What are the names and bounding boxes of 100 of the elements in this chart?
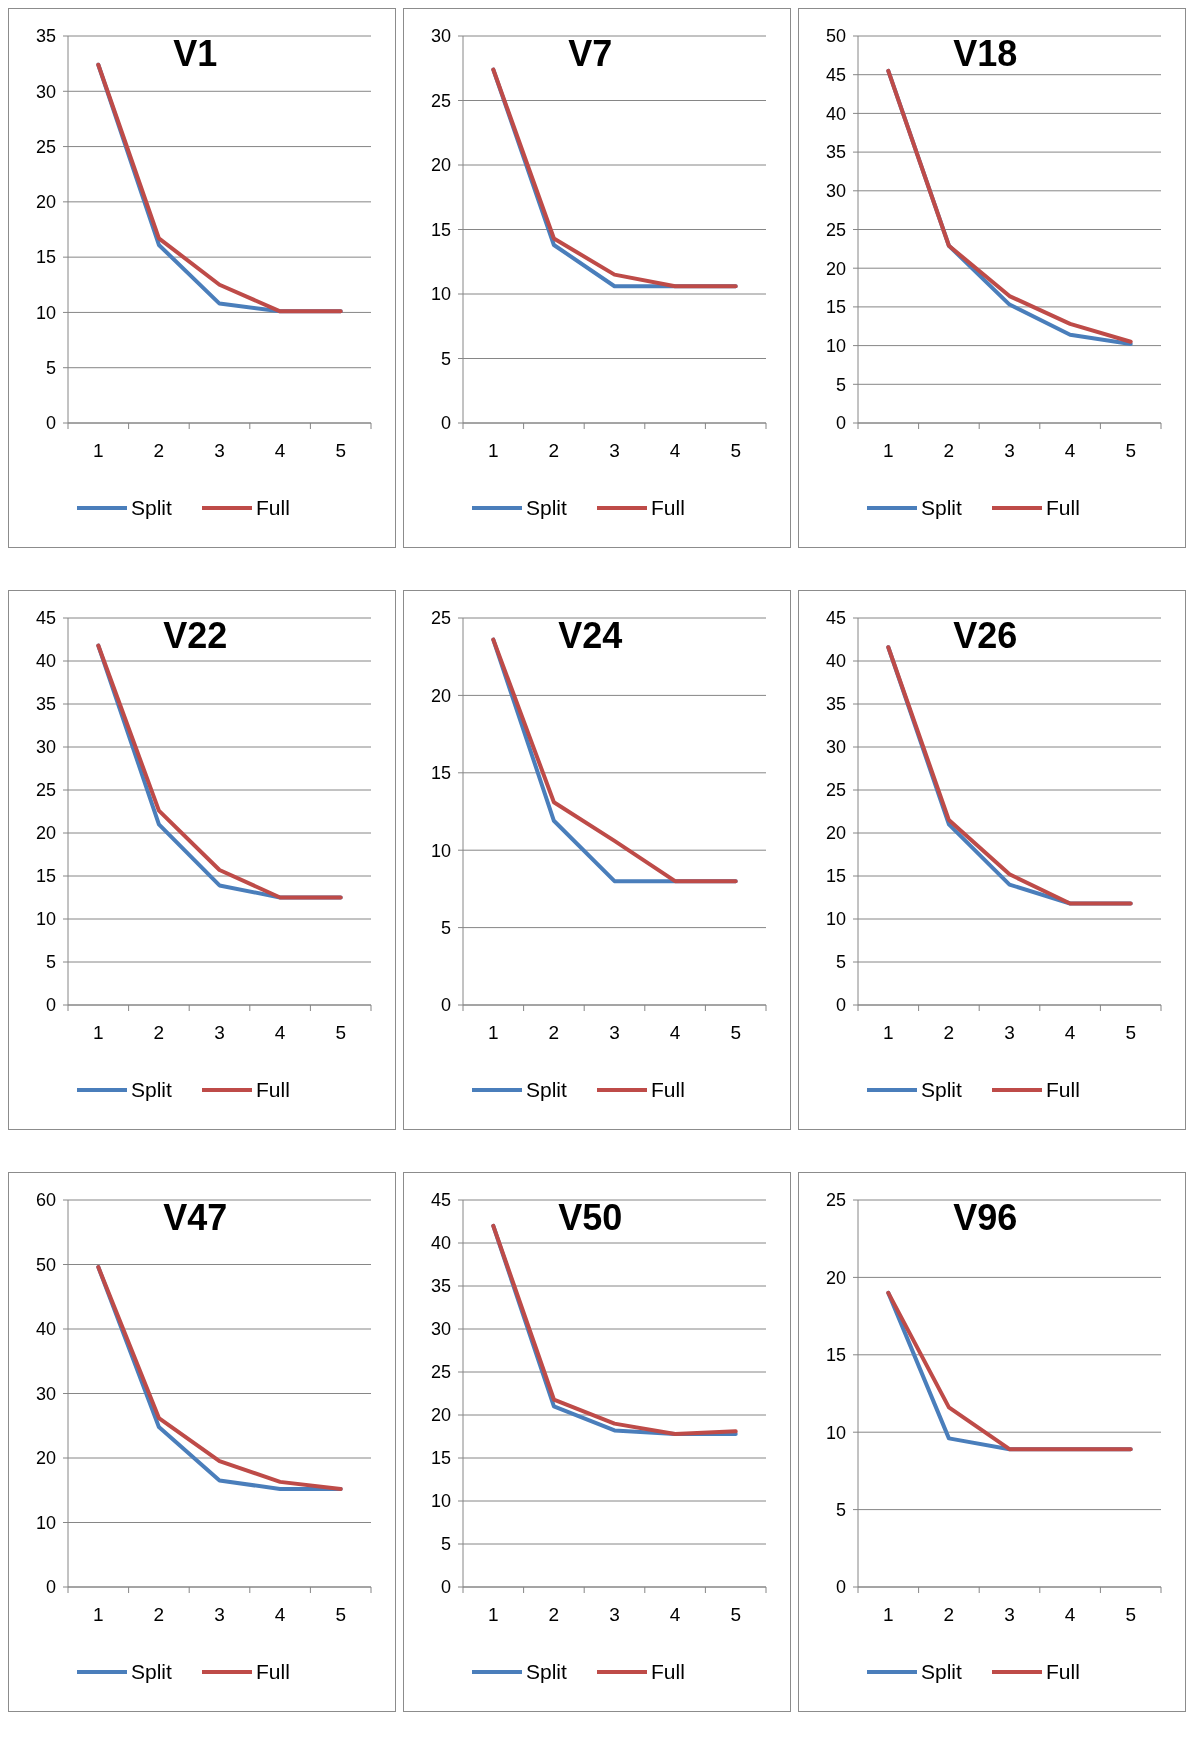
x-tick-label: 3 [609,1022,620,1043]
x-tick-label: 4 [1064,1604,1076,1625]
y-tick-label: 0 [440,995,451,1016]
x-tick-label: 2 [548,1604,560,1625]
chart-title: V24 [558,615,623,656]
legend-label: Split [921,1078,963,1102]
x-tick-label: 2 [548,440,560,461]
chart-title: V1 [173,33,218,74]
x-tick-label: 3 [214,1022,225,1043]
legend-label: Full [1046,1078,1080,1102]
legend-label: Split [921,496,963,520]
x-tick-label: 5 [1125,1604,1136,1625]
x-tick-label: 2 [943,1604,955,1625]
x-tick-label: 3 [1004,1022,1015,1043]
x-tick-label: 3 [214,440,225,461]
legend-label: Split [526,1660,568,1684]
x-tick-label: 5 [335,1604,346,1625]
x-tick-label: 5 [335,440,346,461]
y-tick-label: 10 [825,1422,846,1443]
y-tick-label: 10 [35,909,56,930]
y-tick-label: 25 [35,780,56,801]
y-tick-label: 20 [825,823,846,844]
x-tick-label: 2 [943,440,955,461]
chart-title: V96 [953,1197,1018,1238]
y-tick-label: 0 [45,413,56,434]
y-tick-label: 40 [825,103,846,124]
x-tick-label: 4 [669,1604,681,1625]
chart-title: V18 [953,33,1018,74]
y-tick-label: 20 [825,1267,846,1288]
x-tick-label: 4 [1064,1022,1076,1043]
x-tick-label: 1 [93,440,104,461]
y-tick-label: 40 [35,651,56,672]
y-tick-label: 50 [825,26,846,47]
x-tick-label: 4 [274,1604,286,1625]
x-tick-label: 3 [1004,440,1015,461]
y-tick-label: 20 [430,155,451,176]
y-tick-label: 20 [430,685,451,706]
y-tick-label: 45 [430,1190,451,1211]
y-tick-label: 10 [430,840,451,861]
y-tick-label: 0 [835,1577,846,1598]
y-tick-label: 5 [835,374,846,395]
legend-label: Full [256,1078,290,1102]
x-tick-label: 4 [274,440,286,461]
y-tick-label: 5 [835,1499,846,1520]
x-tick-label: 1 [488,1604,499,1625]
y-tick-label: 20 [35,1448,56,1469]
y-tick-label: 35 [430,1276,451,1297]
y-tick-label: 15 [825,1345,846,1366]
y-tick-label: 0 [440,1577,451,1598]
x-tick-label: 5 [730,440,741,461]
y-tick-label: 5 [440,1534,451,1555]
y-tick-label: 45 [825,608,846,629]
y-tick-label: 40 [430,1233,451,1254]
y-tick-label: 15 [430,1448,451,1469]
x-tick-label: 4 [669,1022,681,1043]
chart-title: V26 [953,615,1018,656]
x-tick-label: 1 [488,440,499,461]
x-tick-label: 1 [883,440,894,461]
y-tick-label: 10 [825,909,846,930]
y-tick-label: 5 [45,358,56,379]
x-tick-label: 1 [93,1022,104,1043]
x-tick-label: 2 [153,1604,165,1625]
y-tick-label: 30 [35,81,56,102]
y-tick-label: 15 [430,219,451,240]
y-tick-label: 10 [35,302,56,323]
y-tick-label: 35 [35,694,56,715]
y-tick-label: 15 [35,247,56,268]
legend-label: Full [651,1660,685,1684]
x-tick-label: 1 [883,1604,894,1625]
x-tick-label: 1 [488,1022,499,1043]
x-tick-label: 2 [943,1022,955,1043]
legend-label: Full [651,1078,685,1102]
chart-title: V50 [558,1197,623,1238]
legend-label: Full [651,496,685,520]
y-tick-label: 30 [430,1319,451,1340]
x-tick-label: 2 [548,1022,560,1043]
legend-label: Split [921,1660,963,1684]
legend-label: Split [526,496,568,520]
y-tick-label: 10 [430,284,451,305]
y-tick-label: 50 [35,1254,56,1275]
x-tick-label: 4 [274,1022,286,1043]
x-tick-label: 2 [153,440,165,461]
y-tick-label: 20 [825,258,846,279]
legend-label: Split [131,1660,173,1684]
y-tick-label: 40 [825,651,846,672]
chart-title: V47 [163,1197,228,1238]
x-tick-label: 3 [1004,1604,1015,1625]
y-tick-label: 25 [825,1190,846,1211]
legend-label: Split [131,1078,173,1102]
y-tick-label: 40 [35,1319,56,1340]
y-tick-label: 15 [430,763,451,784]
y-tick-label: 0 [45,995,56,1016]
y-tick-label: 20 [35,192,56,213]
y-tick-label: 30 [35,737,56,758]
y-tick-label: 30 [825,737,846,758]
y-tick-label: 25 [430,608,451,629]
y-tick-label: 15 [825,297,846,318]
x-tick-label: 5 [730,1604,741,1625]
x-tick-label: 5 [1125,440,1136,461]
chart-title: V22 [163,615,228,656]
